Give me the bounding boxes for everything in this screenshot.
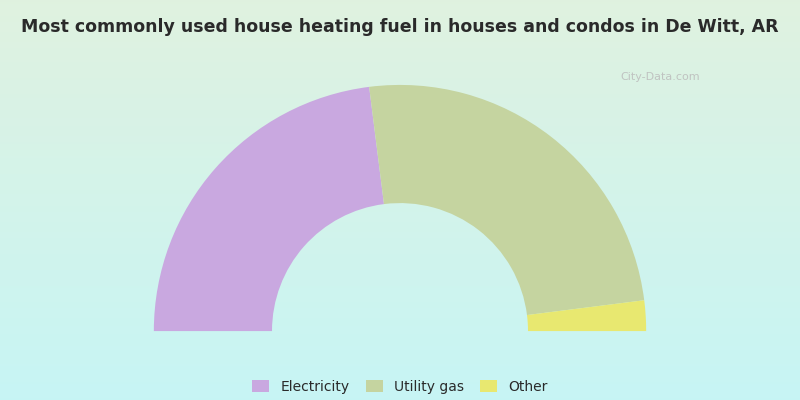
Text: Most commonly used house heating fuel in houses and condos in De Witt, AR: Most commonly used house heating fuel in… xyxy=(21,18,779,36)
Wedge shape xyxy=(527,300,646,331)
Wedge shape xyxy=(154,87,384,331)
Text: City-Data.com: City-Data.com xyxy=(620,72,700,82)
Legend: Electricity, Utility gas, Other: Electricity, Utility gas, Other xyxy=(247,374,553,400)
Wedge shape xyxy=(369,85,644,315)
